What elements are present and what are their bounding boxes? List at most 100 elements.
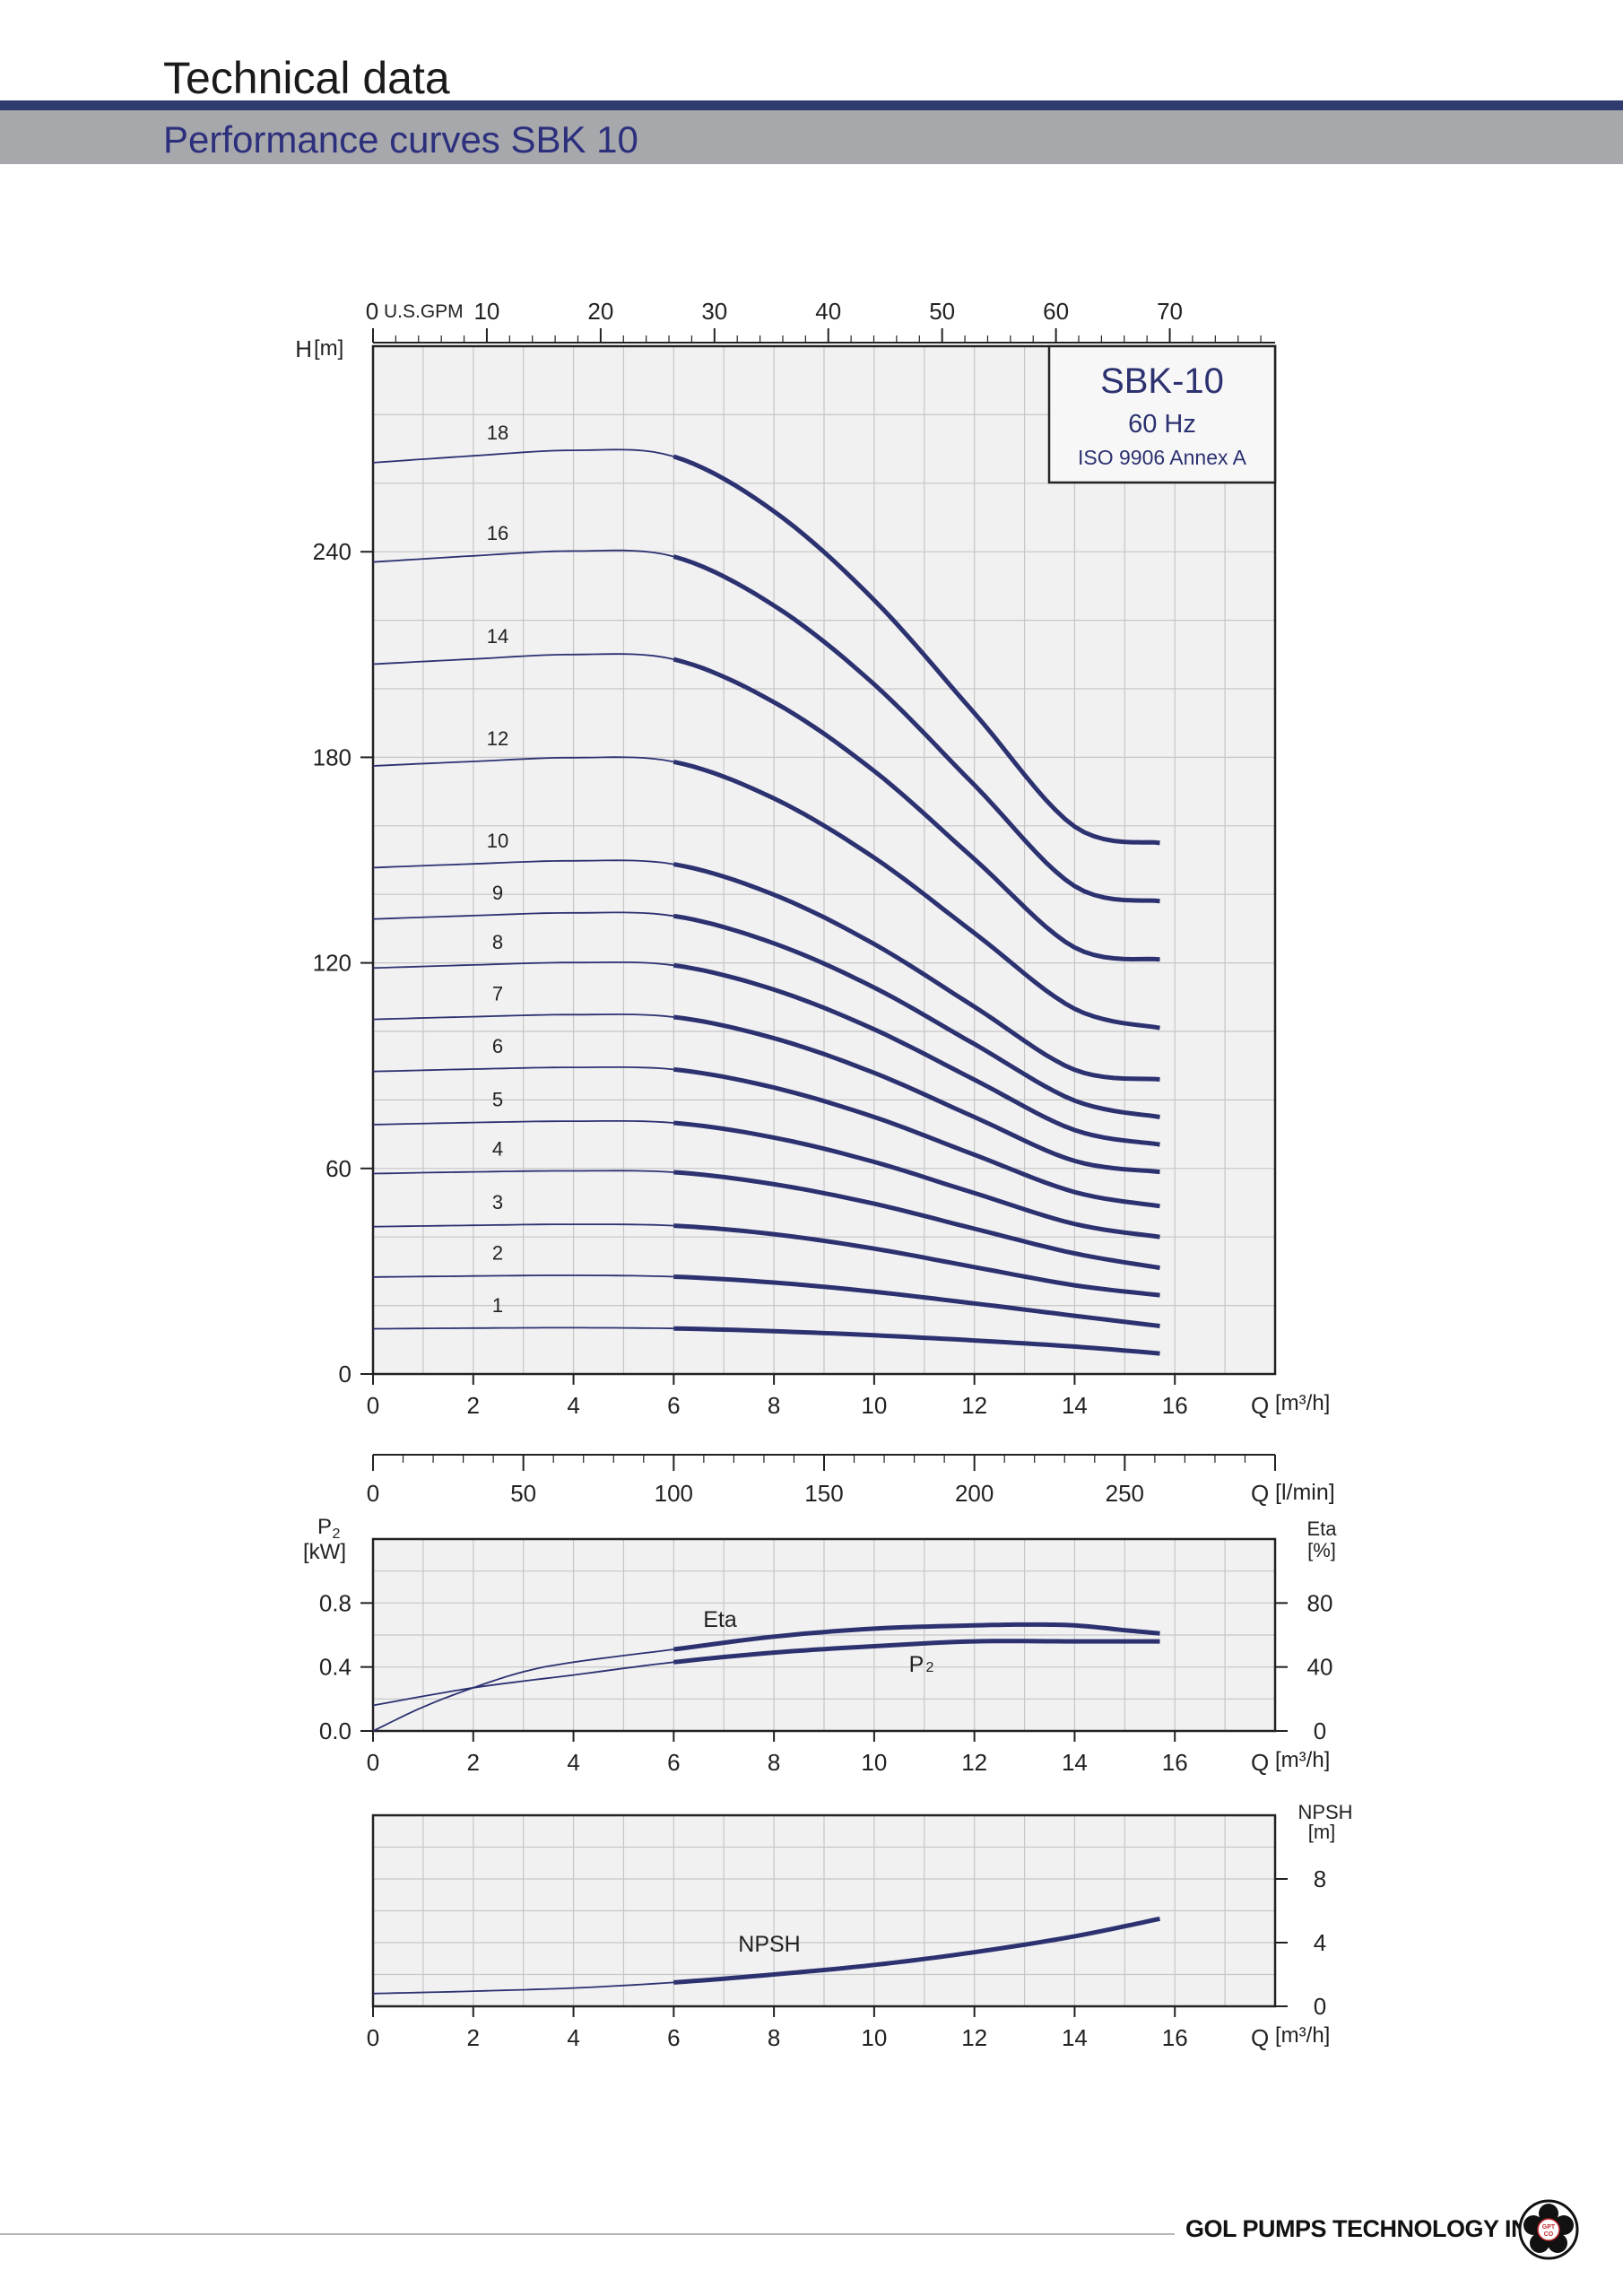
legend-standard: ISO 9906 Annex A <box>1078 446 1247 469</box>
company-logo: GPT CO <box>1518 2199 1579 2260</box>
lmin-xlabel-q: Q <box>1251 1480 1269 1507</box>
curve-eta-thin <box>372 1648 674 1732</box>
curve-stage-12-thick <box>673 759 1160 1031</box>
head-x-tick-label: 0 <box>367 1392 379 1419</box>
gpm-tick-label: 50 <box>929 298 955 325</box>
gpm-tick-label: 0 <box>366 298 378 325</box>
head-x-tick-label: 14 <box>1062 1392 1088 1419</box>
curve-stage-1-thin <box>372 1326 674 1330</box>
curve-stage-18-thin <box>372 448 674 464</box>
npsh-x-tick-label: 8 <box>768 2024 780 2051</box>
npsh-x-tick-label: 12 <box>961 2024 987 2051</box>
head-xlabel-q: Q <box>1251 1392 1269 1419</box>
npsh-x-tick-label: 6 <box>667 2024 680 2051</box>
curve-stage-label-8: 8 <box>492 931 503 953</box>
curve-stage-8-thick <box>673 962 1160 1147</box>
lmin-tick-label: 100 <box>655 1480 693 1507</box>
curve-stage-label-18: 18 <box>487 422 508 444</box>
subtitle-band <box>0 110 1623 164</box>
npsh-xlabel-q: Q <box>1251 2024 1269 2051</box>
npsh-xlabel-unit: [m³/h] <box>1275 2023 1330 2048</box>
power-xlabel-q: Q <box>1251 1749 1269 1776</box>
curve-stage-18-thick <box>673 454 1160 846</box>
curve-stage-12-thin <box>372 756 674 767</box>
eta-ytick-label: 80 <box>1307 1589 1333 1616</box>
lmin-scale: 0 50 100 150 200 250 Q [l/min] <box>367 1454 1335 1507</box>
head-x-tick-label: 16 <box>1162 1392 1188 1419</box>
gpm-tick-label: 20 <box>587 298 613 325</box>
gpm-tick-label: 30 <box>701 298 727 325</box>
curve-stage-label-2: 2 <box>492 1242 503 1265</box>
power-ytick-label: 0.4 <box>319 1654 352 1681</box>
gpm-tick-label: 40 <box>815 298 841 325</box>
curve-stage-label-14: 14 <box>487 625 508 648</box>
head-xlabel-unit: [m³/h] <box>1275 1391 1330 1415</box>
head-ytick-label: 0 <box>339 1361 352 1387</box>
curve-stage-label-6: 6 <box>492 1035 503 1057</box>
power-ytick-label: 0.8 <box>319 1589 352 1616</box>
head-x-tick-label: 6 <box>667 1392 680 1419</box>
curve-stage-3-thick <box>673 1223 1160 1298</box>
curve-stage-6-thin <box>372 1066 674 1073</box>
npsh-x-tick-label: 14 <box>1062 2024 1088 2051</box>
head-x-tick-label: 2 <box>467 1392 480 1419</box>
curve-p2-thin <box>372 1661 674 1707</box>
npsh-ytick-label: 4 <box>1314 1929 1326 1956</box>
legend-model: SBK-10 <box>1100 361 1224 401</box>
page-title: Technical data <box>163 53 450 103</box>
eta-ylabel-unit: [%] <box>1307 1539 1336 1561</box>
power-x-tick-label: 16 <box>1162 1749 1188 1776</box>
lmin-tick-label: 150 <box>804 1480 843 1507</box>
curve-stage-label-4: 4 <box>492 1138 503 1161</box>
curve-npsh-thick <box>673 1916 1160 1985</box>
svg-text:CO: CO <box>1544 2231 1554 2238</box>
eta-ytick-label: 40 <box>1307 1654 1333 1681</box>
curve-stage-label-16: 16 <box>487 522 508 544</box>
p2-series-label: P <box>909 1652 924 1677</box>
power-x-tick-label: 2 <box>467 1749 480 1776</box>
head-frame <box>371 344 1277 1376</box>
curve-stage-8-thin <box>372 961 674 970</box>
lmin-tick-label: 0 <box>367 1480 379 1507</box>
head-x-tick-label: 10 <box>861 1392 887 1419</box>
curve-stage-label-3: 3 <box>492 1191 503 1213</box>
curve-stage-5-thick <box>673 1120 1160 1239</box>
curve-stage-label-5: 5 <box>492 1089 503 1111</box>
p2-series-label-sub: 2 <box>926 1660 934 1675</box>
curve-stage-7-thin <box>372 1013 674 1021</box>
svg-text:GPT: GPT <box>1542 2224 1556 2231</box>
curve-stage-4-thick <box>673 1170 1160 1271</box>
power-x-tick-label: 0 <box>367 1749 379 1776</box>
npsh-x-tick-label: 0 <box>367 2024 379 2051</box>
curve-stage-16-thin <box>372 549 674 563</box>
gpm-tick-label: 60 <box>1043 298 1069 325</box>
head-x-tick-label: 4 <box>567 1392 579 1419</box>
power-x-tick-label: 8 <box>768 1749 780 1776</box>
curve-stage-label-10: 10 <box>487 830 508 852</box>
curve-p2-thick <box>673 1639 1160 1665</box>
gpm-tick-label: 10 <box>473 298 499 325</box>
curve-eta-thick <box>673 1622 1160 1652</box>
power-ytick-label: 0.0 <box>319 1718 352 1744</box>
curve-stage-1-thick <box>673 1326 1160 1356</box>
npsh-series-label: NPSH <box>738 1932 800 1957</box>
curve-stage-5-thin <box>372 1120 674 1126</box>
power-ylabel-sub: 2 <box>333 1526 341 1542</box>
power-x-tick-label: 10 <box>861 1749 887 1776</box>
head-x-tick-label: 12 <box>961 1392 987 1419</box>
company-name: GOL PUMPS TECHNOLOGY INC <box>1185 2215 1546 2242</box>
npsh-x-tick-label: 16 <box>1162 2024 1188 2051</box>
npsh-ylabel: NPSH <box>1298 1801 1352 1823</box>
curve-stage-label-7: 7 <box>492 983 503 1005</box>
curve-stage-9-thick <box>673 913 1160 1119</box>
curve-stage-6-thick <box>673 1066 1160 1209</box>
lmin-tick-label: 250 <box>1106 1480 1144 1507</box>
power-x-tick-label: 6 <box>667 1749 680 1776</box>
lmin-xlabel-unit: [l/min] <box>1275 1480 1335 1505</box>
npsh-ytick-label: 8 <box>1314 1866 1326 1892</box>
npsh-x-tick-label: 4 <box>567 2024 579 2051</box>
curve-stage-14-thin <box>372 653 674 665</box>
